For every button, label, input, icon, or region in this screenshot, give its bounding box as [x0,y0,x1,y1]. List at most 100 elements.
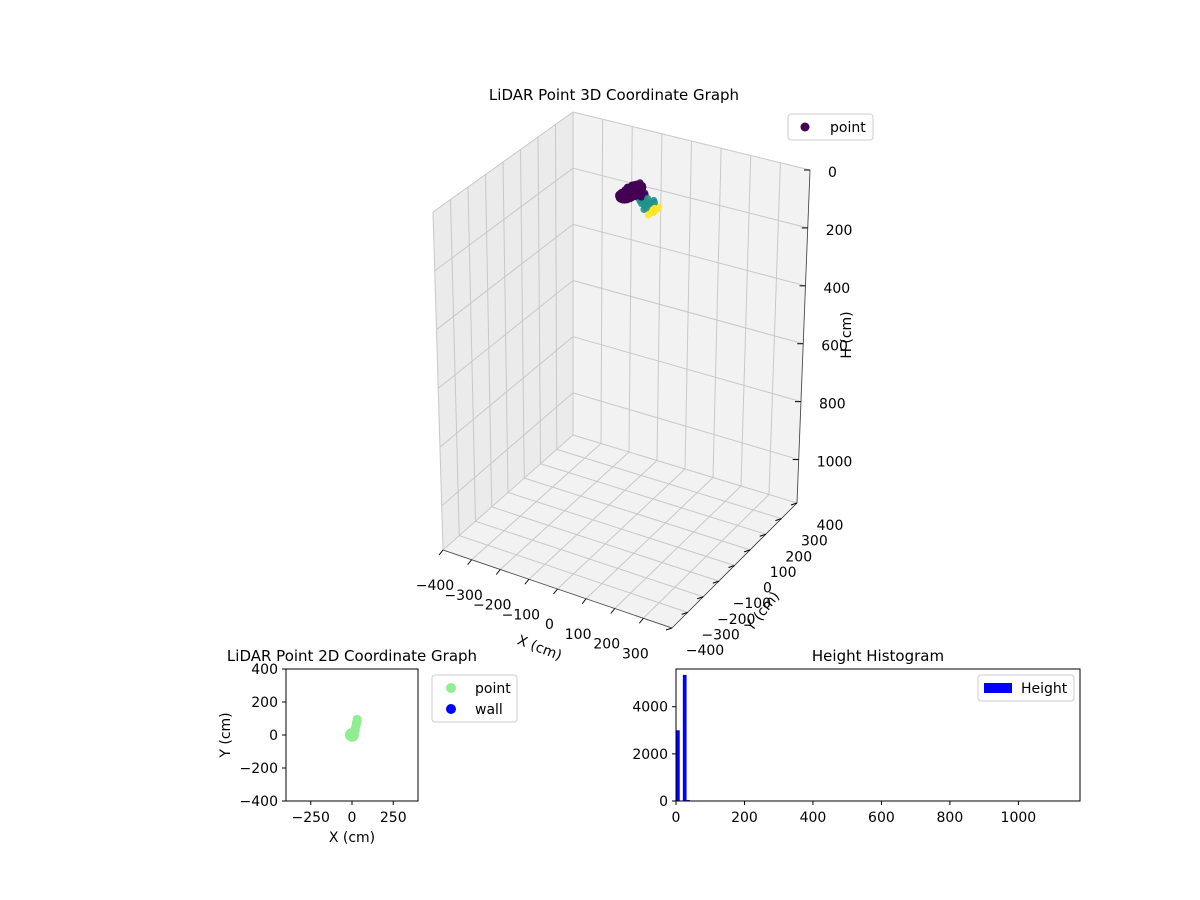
3d-y-tick [790,502,798,506]
2d-y-tick-label: −400 [240,794,278,810]
3d-back-gridline-h [572,223,806,287]
3d-x-tick [467,559,473,566]
3d-back-pane [573,112,810,503]
histogram-x-tick-label: 200 [731,810,758,826]
2d-point-cloud [345,714,362,742]
3d-x-tick [610,608,616,614]
2d-legend-wall-label: wall [475,702,503,718]
3d-left-gridline-h [441,392,574,507]
2d-point [353,715,362,724]
3d-point [649,209,657,217]
2d-y-tick-label: −200 [240,761,278,777]
3d-floor-gridline-x [643,494,770,619]
3d-x-tick-label: −100 [502,607,540,623]
3d-y-tick-label: 400 [817,518,844,534]
2d-legend-point-marker [446,683,456,693]
3d-left-gridline-h [434,167,574,272]
3d-point [626,189,635,198]
plot-2d: LiDAR Point 2D Coordinate Graph −250 0 250… [218,647,518,846]
3d-point [641,200,649,208]
3d-back-gridline-h [572,111,811,171]
3d-left-gridline-v [467,186,476,522]
2d-point [350,724,359,733]
3d-back-gridline-v [684,140,692,470]
3d-x-tick-label: 200 [593,637,620,653]
3d-grid [432,111,811,629]
3d-left-pane [433,112,573,550]
histogram-legend: Height [977,674,1075,702]
3d-left-gridline-v [450,199,460,536]
3d-x-tick [438,549,444,556]
3d-x-tick-label: 300 [622,646,649,662]
3d-left-gridline-h [432,111,574,213]
2d-x-tick-label: 250 [380,810,407,826]
3d-back-gridline-v [628,126,633,453]
plot-3d: LiDAR Point 3D Coordinate Graph −400−300… [416,86,874,664]
histogram-bar [682,674,687,801]
3d-point-cloud [615,179,663,219]
3d-legend: point [787,113,874,141]
3d-z-tick-label: 1000 [817,455,853,471]
histogram-bars [676,674,690,801]
plot-histogram: Height Histogram 0 200 400 600 800 1000 0 2000 4… [632,647,1081,826]
histogram-x-tick-label: 0 [672,810,681,826]
3d-z-axis-line [796,169,811,504]
2d-legend-point-label: point [475,681,511,697]
3d-back-gridline-h [572,336,802,403]
2d-legend: point wall [431,674,518,723]
3d-legend-point-marker [800,122,810,132]
3d-z-tick-label: 600 [821,339,848,355]
3d-back-gridline-v [656,133,663,461]
3d-y-tick [743,549,751,553]
chart-3d-title: LiDAR Point 3D Coordinate Graph [489,86,739,104]
3d-floor-gridline-y [507,492,735,566]
3d-y-tick [665,627,673,631]
3d-x-tick-label: −400 [416,578,454,594]
3d-back-gridline-h [572,167,808,229]
2d-y-tick-label: 200 [251,695,278,711]
histogram-y-tick-label: 2000 [632,747,668,763]
3d-back-gridline-v [712,148,722,478]
3d-floor-gridline-y [524,477,751,551]
3d-y-tick-label: 100 [770,565,797,581]
3d-y-tick [759,533,766,537]
3d-left-gridline-v [555,124,558,450]
3d-back-gridline-v [740,155,752,487]
3d-x-tick-label: −200 [473,598,511,614]
2d-x-axis-label: X (cm) [329,830,375,846]
3d-point [644,194,652,202]
3d-floor-gridline-x [614,485,742,609]
3d-y-tick [712,580,720,584]
3d-floor-gridline-y [556,448,782,520]
3d-y-tick [775,518,782,522]
histogram-legend-box [977,674,1075,702]
histogram-title: Height Histogram [812,647,944,665]
3d-y-tick-label: −200 [717,612,755,628]
3d-left-gridline-v [537,136,541,464]
3d-x-tick [553,588,558,595]
2d-legend-wall-marker [446,704,456,714]
histogram-x-tick-label: 600 [868,810,895,826]
2d-y-axis-label: Y (cm) [218,712,234,758]
3d-x-tick [638,617,644,624]
3d-x-tick-label: −300 [444,588,482,604]
3d-back-gridline-h [572,392,799,461]
3d-y-tick [728,565,735,568]
3d-x-tick [524,578,530,585]
3d-y-tick-label: −100 [733,596,771,612]
3d-floor-gridline-x [585,477,714,600]
histogram-axes-frame [675,668,1081,802]
histogram-legend-label: Height [1021,681,1068,697]
chart-2d-title: LiDAR Point 2D Coordinate Graph [227,647,477,665]
3d-y-tick-label: 200 [785,549,812,565]
3d-left-gridline-h [437,280,574,389]
3d-left-gridline-v [520,149,525,479]
2d-ticks: −250 0 250 400 200 0 −200 −400 [240,662,407,826]
3d-z-axis-label: H (cm) [839,311,855,358]
3d-x-tick-label: 0 [545,617,554,633]
3d-z-tick-label: 200 [826,223,853,239]
3d-left-gridline-h [436,223,574,330]
3d-y-tick-label: 0 [763,581,772,597]
histogram-y-tick-label: 0 [659,794,668,810]
